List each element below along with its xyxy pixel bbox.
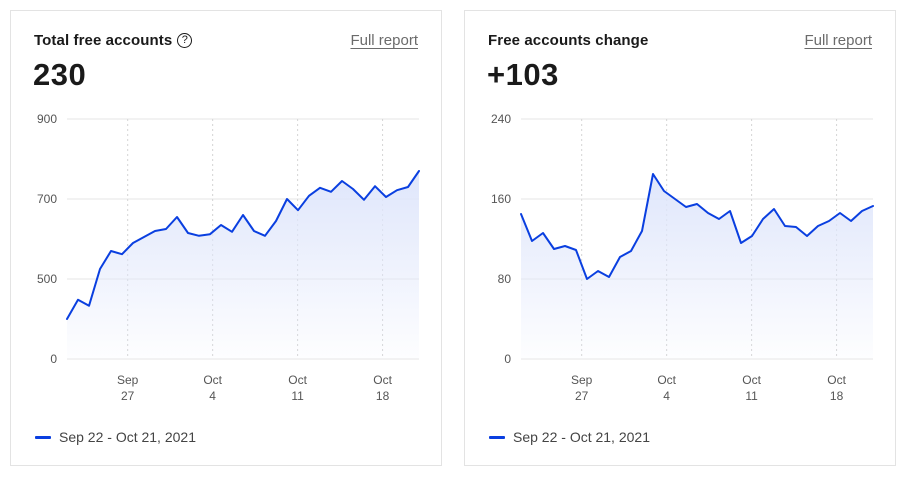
y-tick-label: 0 [50, 352, 57, 366]
question-circle-icon[interactable]: ? [177, 33, 193, 48]
legend-label: Sep 22 - Oct 21, 2021 [59, 429, 196, 445]
x-tick-day: 27 [121, 389, 135, 403]
legend-line-swatch [35, 435, 51, 439]
y-tick-label: 160 [491, 192, 511, 206]
series-area [521, 174, 873, 359]
chart-legend: Sep 22 - Oct 21, 2021 [489, 429, 650, 445]
x-tick-day: 4 [209, 389, 216, 403]
x-tick-day: 27 [575, 389, 589, 403]
metric-value: 230 [33, 57, 87, 92]
total-free-accounts-card: Total free accounts ? Full report 230 0 5… [10, 10, 442, 466]
x-tick-month: Oct [288, 373, 307, 387]
x-tick-month: Oct [203, 373, 222, 387]
metric-value: +103 [487, 57, 559, 92]
full-report-link[interactable]: Full report [804, 32, 872, 49]
y-tick-label: 700 [37, 192, 57, 206]
y-tick-label: 500 [37, 272, 57, 286]
y-tick-label: 80 [498, 272, 512, 286]
legend-label: Sep 22 - Oct 21, 2021 [513, 429, 650, 445]
x-tick-month: Oct [742, 373, 761, 387]
x-tick-month: Oct [373, 373, 392, 387]
y-tick-label: 240 [491, 112, 511, 126]
series-area [67, 171, 419, 359]
full-report-link[interactable]: Full report [350, 32, 418, 49]
total-free-accounts-chart: 0 500 700 900 Sep 27 Oct 4 Oct 11 Oct 18 [37, 112, 420, 403]
series-line [520, 173, 874, 280]
free-accounts-change-card: Free accounts change Full report +103 0 8… [464, 10, 896, 466]
card-title-text: Free accounts change [488, 32, 649, 49]
card-title: Free accounts change [488, 32, 648, 49]
series-line [66, 170, 420, 320]
x-tick-month: Sep [117, 373, 139, 387]
legend-line-swatch [489, 435, 505, 439]
card-title-text: Total free accounts [34, 32, 173, 49]
x-tick-month: Oct [827, 373, 846, 387]
y-tick-label: 900 [37, 112, 57, 126]
free-accounts-change-chart: 0 80 160 240 Sep 27 Oct 4 Oct 11 Oct 18 [491, 112, 874, 403]
x-tick-day: 18 [830, 389, 844, 403]
x-tick-day: 4 [663, 389, 670, 403]
y-tick-label: 0 [504, 352, 511, 366]
x-tick-day: 11 [745, 389, 758, 403]
x-tick-day: 11 [291, 389, 304, 403]
chart-legend: Sep 22 - Oct 21, 2021 [35, 429, 196, 445]
card-title: Total free accounts ? [34, 32, 193, 49]
x-tick-month: Oct [657, 373, 676, 387]
x-tick-month: Sep [571, 373, 593, 387]
x-tick-day: 18 [376, 389, 390, 403]
